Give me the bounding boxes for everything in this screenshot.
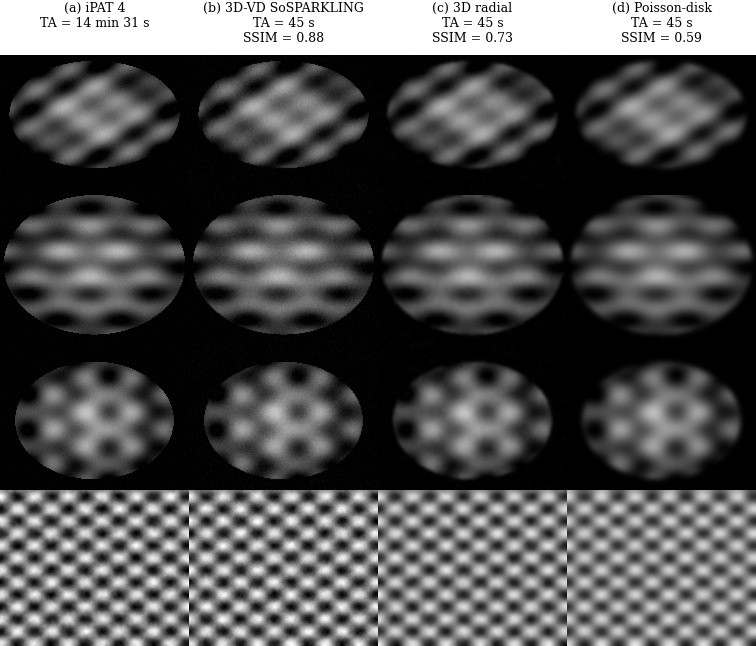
Text: (c) 3D radial: (c) 3D radial xyxy=(432,2,513,15)
Text: SSIM = 0.88: SSIM = 0.88 xyxy=(243,32,324,45)
Text: SSIM = 0.59: SSIM = 0.59 xyxy=(621,32,702,45)
Text: TA = 14 min 31 s: TA = 14 min 31 s xyxy=(40,17,149,30)
Text: TA = 45 s: TA = 45 s xyxy=(442,17,503,30)
Text: (d) Poisson-disk: (d) Poisson-disk xyxy=(612,2,711,15)
Text: TA = 45 s: TA = 45 s xyxy=(631,17,692,30)
Text: (b) 3D-VD SoSPARKLING: (b) 3D-VD SoSPARKLING xyxy=(203,2,364,15)
Text: TA = 45 s: TA = 45 s xyxy=(253,17,314,30)
Text: SSIM = 0.73: SSIM = 0.73 xyxy=(432,32,513,45)
Text: (a) iPAT 4: (a) iPAT 4 xyxy=(64,2,125,15)
